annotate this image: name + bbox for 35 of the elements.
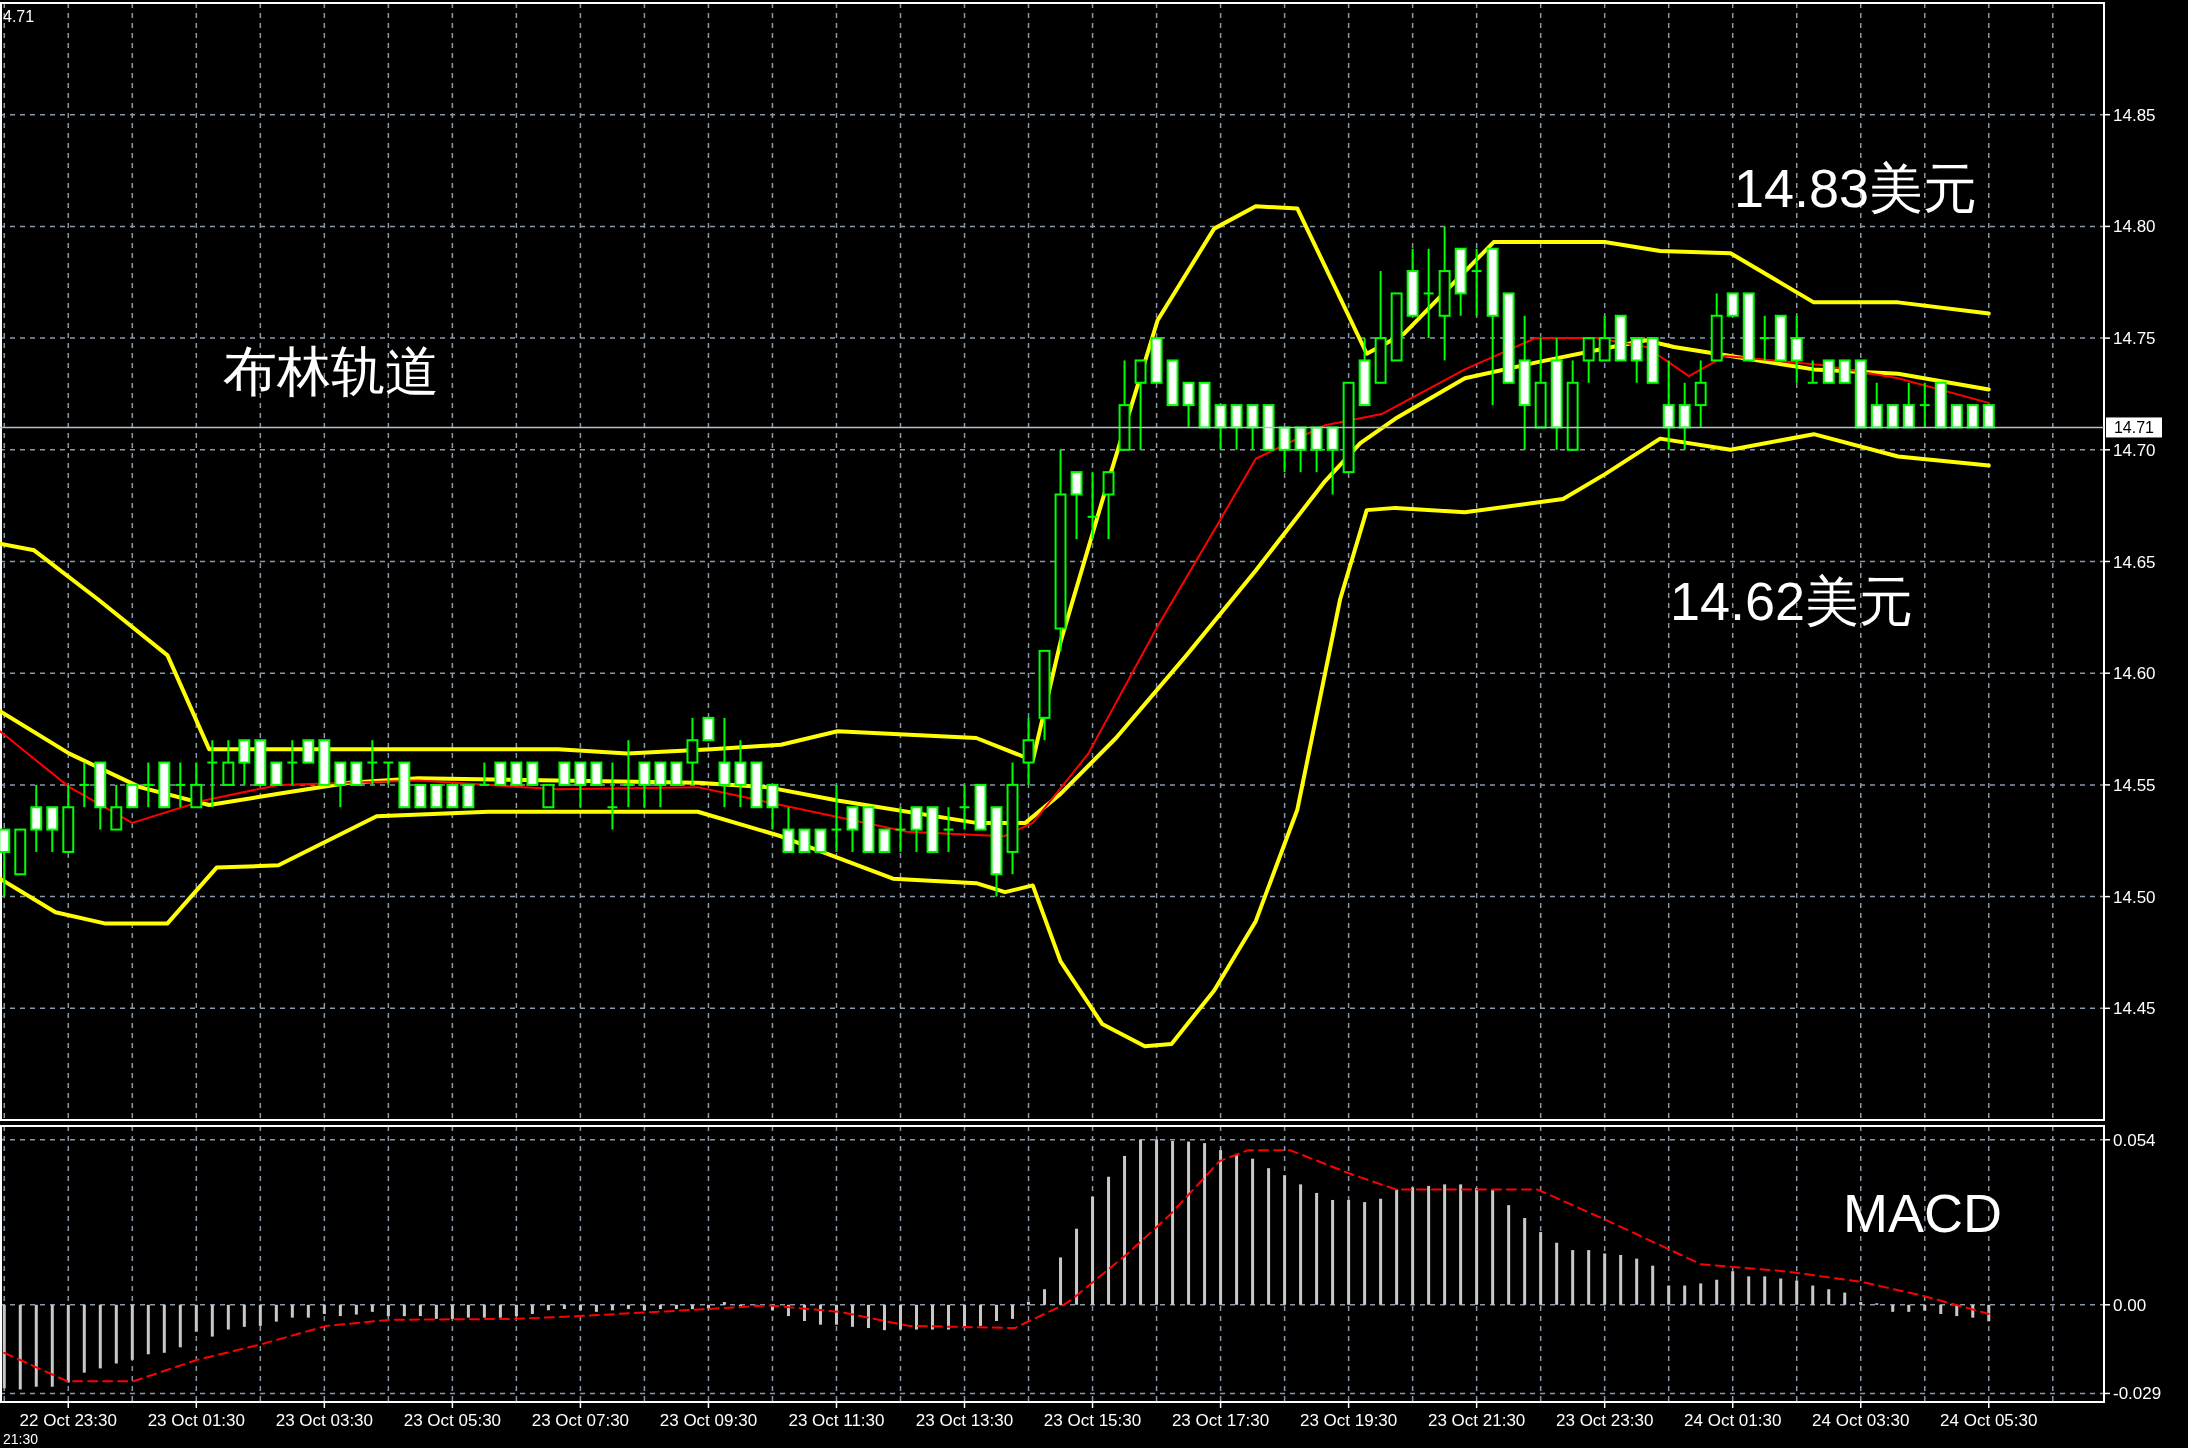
y-tick-label: 0.00 — [2113, 1295, 2147, 1315]
ref-line-label: 14.71 — [2113, 419, 2155, 437]
x-tick-label: 23 Oct 07:30 — [531, 1411, 630, 1430]
y-tick-label: 14.55 — [2113, 775, 2156, 795]
y-tick-label: 0.054 — [2113, 1130, 2156, 1150]
x-tick-label: 23 Oct 01:30 — [147, 1411, 245, 1430]
x-tick-label: 23 Oct 11:30 — [788, 1411, 885, 1430]
x-tick-label: 22 Oct 23:30 — [19, 1411, 117, 1430]
y-tick-label: 14.70 — [2113, 440, 2156, 460]
x-tick-label: 23 Oct 13:30 — [915, 1411, 1014, 1430]
x-tick-label: 24 Oct 01:30 — [1684, 1411, 1782, 1430]
x-tick-label: 23 Oct 21:30 — [1427, 1411, 1526, 1430]
y-tick-label: 14.75 — [2113, 329, 2156, 349]
x-tick-label: 23 Oct 05:30 — [403, 1411, 502, 1430]
x-tick-label: 23 Oct 15:30 — [1043, 1411, 1142, 1430]
annotation: 14.83美元 — [1734, 158, 1978, 218]
y-tick-label: 14.85 — [2113, 105, 2156, 125]
annotation: MACD — [1843, 1183, 2002, 1243]
annotation: 布林轨道 — [223, 341, 439, 401]
x-tick-label: 23 Oct 19:30 — [1299, 1411, 1398, 1430]
x-tick-label: 24 Oct 03:30 — [1812, 1411, 1910, 1430]
x-tick-label: 23 Oct 23:30 — [1556, 1411, 1654, 1430]
x-tick-label: 23 Oct 17:30 — [1171, 1411, 1270, 1430]
y-tick-label: 14.65 — [2113, 552, 2156, 572]
text: 21:30 — [3, 1431, 39, 1447]
y-tick-label: 14.80 — [2113, 217, 2156, 237]
x-tick-label: 24 Oct 05:30 — [1940, 1411, 2038, 1430]
y-tick-label: 14.45 — [2113, 999, 2156, 1019]
y-tick-label: -0.029 — [2113, 1384, 2162, 1404]
x-tick-label: 23 Oct 09:30 — [659, 1411, 758, 1430]
annotation: 14.62美元 — [1670, 571, 1914, 631]
y-tick-label: 14.50 — [2113, 887, 2156, 907]
y-tick-label: 14.60 — [2113, 664, 2156, 684]
x-tick-label: 23 Oct 03:30 — [275, 1411, 374, 1430]
annotation: 4.71 — [3, 8, 35, 25]
